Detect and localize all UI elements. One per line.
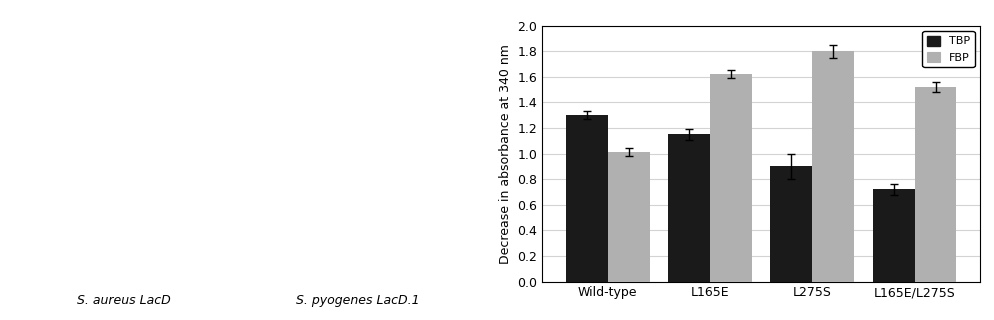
Bar: [667, 134, 710, 282]
Bar: [566, 115, 607, 282]
Legend: TBP, FBP: TBP, FBP: [921, 31, 973, 67]
Text: S. aureus LacD: S. aureus LacD: [78, 294, 171, 307]
Bar: [811, 51, 854, 282]
Bar: [607, 152, 649, 282]
Bar: [710, 74, 751, 282]
Text: S. pyogenes LacD.1: S. pyogenes LacD.1: [296, 294, 419, 307]
Bar: [769, 166, 811, 282]
Bar: [872, 189, 913, 282]
Y-axis label: Decrease in absorbance at 340 nm: Decrease in absorbance at 340 nm: [498, 44, 511, 264]
Bar: [913, 87, 955, 282]
